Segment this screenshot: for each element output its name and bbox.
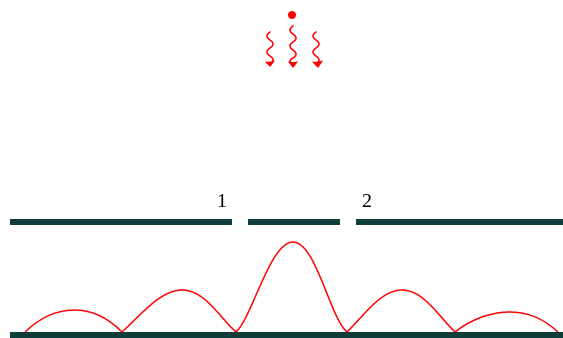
wave-arrow-center bbox=[289, 25, 297, 65]
incoming-waves-icon bbox=[265, 25, 323, 68]
wave-arrow-right bbox=[312, 31, 320, 65]
barrier bbox=[10, 219, 563, 225]
slit-label-1: 1 bbox=[217, 190, 227, 212]
screen bbox=[10, 332, 563, 338]
barrier-right bbox=[356, 219, 563, 225]
slit-label-2: 2 bbox=[362, 190, 372, 212]
wave-arrow-left-head bbox=[265, 60, 275, 67]
light-source bbox=[288, 11, 296, 19]
wave-arrow-center-head bbox=[288, 61, 298, 68]
interference-pattern bbox=[24, 241, 559, 333]
barrier-left bbox=[10, 219, 232, 225]
barrier-middle bbox=[248, 219, 340, 225]
wave-arrow-left bbox=[266, 31, 274, 65]
source-dot-icon bbox=[288, 11, 296, 19]
wave-arrow-right-head bbox=[312, 60, 323, 68]
